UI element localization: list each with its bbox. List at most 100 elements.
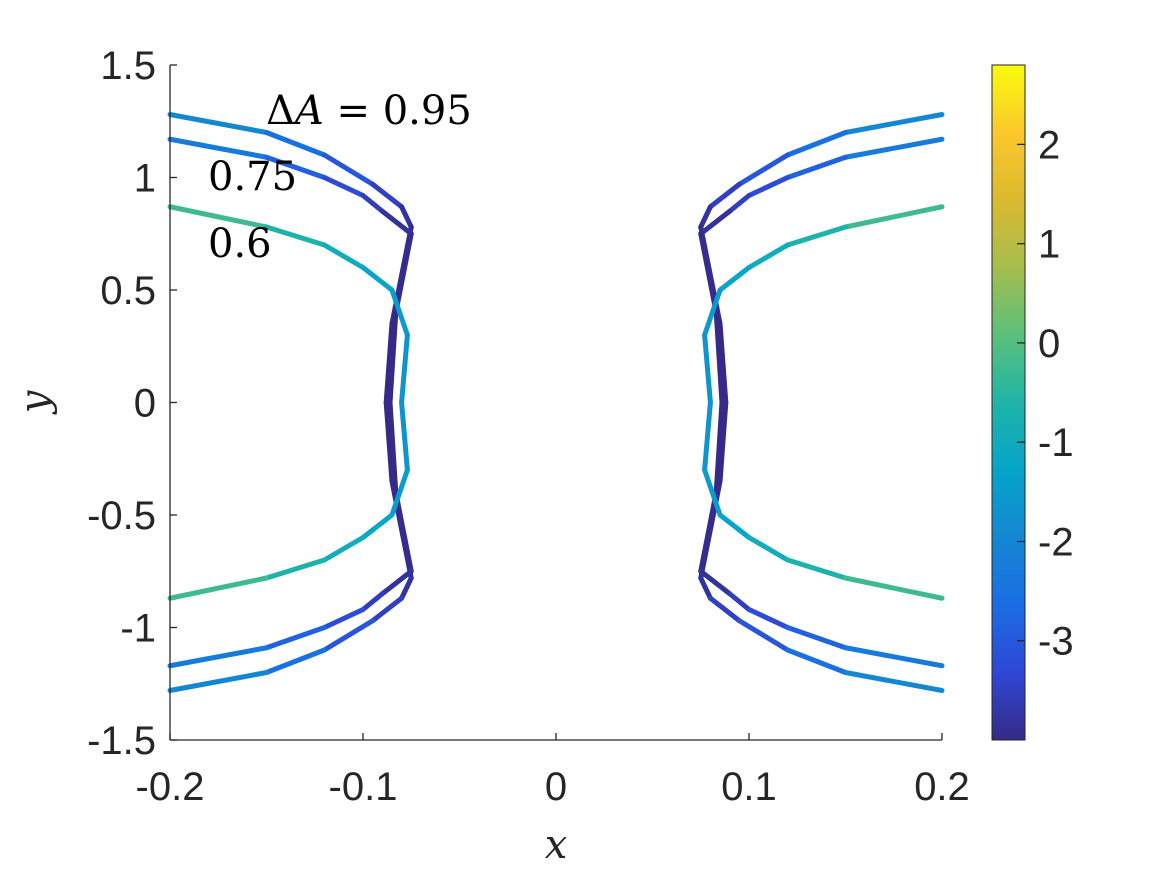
series-segment xyxy=(698,575,713,601)
annotation-delta-var: A xyxy=(291,88,324,134)
x-tick-label: -0.1 xyxy=(329,765,398,809)
series-segment xyxy=(399,400,410,473)
series-segment xyxy=(702,400,713,473)
series-segment xyxy=(698,231,719,315)
series-segment xyxy=(360,193,385,214)
series-segment xyxy=(387,400,399,495)
series-segment xyxy=(717,321,729,405)
series-segment xyxy=(379,568,414,597)
colorbar-tick-label: 2 xyxy=(1038,123,1060,167)
series-segment xyxy=(264,557,327,581)
series-segment xyxy=(727,591,752,612)
series-segment xyxy=(717,400,729,484)
series-segment xyxy=(167,112,269,135)
colorbar-tick-label: 1 xyxy=(1038,223,1060,267)
series-segment xyxy=(702,332,713,405)
colorbar-tick-label: -3 xyxy=(1038,620,1074,664)
y-tick-label: 0.5 xyxy=(100,269,156,313)
series-segment xyxy=(736,618,791,653)
series-segment xyxy=(843,112,945,135)
series-segment xyxy=(321,152,376,187)
annotation-delta-a: ΔA = 0.95 xyxy=(266,88,472,134)
series-segment xyxy=(702,287,723,338)
series-segment xyxy=(167,575,269,601)
series-segment xyxy=(393,490,414,574)
series-line-0.95-left xyxy=(167,112,414,693)
series-segment xyxy=(370,595,405,624)
series-segment xyxy=(843,575,945,601)
series-segment xyxy=(167,204,269,230)
series-line-0.75-left xyxy=(167,136,414,669)
series-segment xyxy=(383,321,395,405)
series-segment xyxy=(785,557,848,581)
y-tick-label: 1.5 xyxy=(100,44,156,88)
series-line-0.6-right xyxy=(702,204,945,601)
series-segment xyxy=(167,136,269,160)
colorbar-ticks: 2 1 0 -1 -2 -3 xyxy=(1017,123,1074,664)
series-line-0.75-right xyxy=(698,136,945,669)
series-segment xyxy=(264,625,327,651)
series-segment xyxy=(389,467,410,518)
series-segment xyxy=(736,152,791,187)
series-segment xyxy=(785,130,848,158)
series-segment xyxy=(785,154,848,180)
y-tick-label: -1.5 xyxy=(87,719,156,763)
series-segment xyxy=(389,287,410,338)
series-segment xyxy=(707,181,742,210)
annotation-06: 0.6 xyxy=(208,221,272,267)
series-segment xyxy=(746,607,791,630)
y-tick-label: -1 xyxy=(120,607,156,651)
x-axis-title: x xyxy=(545,822,568,868)
series-segment xyxy=(843,670,945,693)
series-segment xyxy=(360,512,395,540)
series-segment xyxy=(698,204,713,230)
annotation-delta-prefix: Δ xyxy=(266,88,295,134)
series-segment xyxy=(387,310,399,405)
series-segment xyxy=(321,175,366,198)
series-segment xyxy=(746,175,791,198)
series-segment xyxy=(370,181,405,210)
series-segment xyxy=(843,204,945,230)
colorbar-tick-label: 0 xyxy=(1038,322,1060,366)
series-segment xyxy=(713,400,725,495)
series-segment xyxy=(702,467,723,518)
x-tick-label: -0.2 xyxy=(136,765,205,809)
series-line-0.6-left xyxy=(167,204,410,601)
series-segment xyxy=(167,645,269,669)
colorbar: 2 1 0 -1 -2 -3 xyxy=(991,64,1074,741)
series-segment xyxy=(746,535,791,563)
series-segment xyxy=(746,242,791,270)
series-line-0.95-right xyxy=(698,112,945,693)
series-segment xyxy=(264,130,327,158)
series-segment xyxy=(383,400,395,484)
series-segment xyxy=(393,231,414,315)
y-axis-title: y xyxy=(12,389,58,415)
series-segment xyxy=(717,512,752,540)
x-tick-label: 0.2 xyxy=(914,765,970,809)
series-segment xyxy=(785,224,848,248)
series-segment xyxy=(264,647,327,675)
series-segment xyxy=(360,265,395,293)
series-segment xyxy=(264,154,327,180)
series-segment xyxy=(264,224,327,248)
x-tick-label: 0 xyxy=(545,765,567,809)
series-segment xyxy=(843,136,945,160)
y-tick-label: 0 xyxy=(134,382,156,426)
y-tick-label: -0.5 xyxy=(87,494,156,538)
y-ticks: 1.5 1 0.5 0 -0.5 -1 -1.5 xyxy=(87,44,177,763)
series-segment xyxy=(321,242,366,270)
series-segment xyxy=(785,625,848,651)
series-segment xyxy=(785,647,848,675)
series-segment xyxy=(698,208,733,237)
colorbar-tick-label: -2 xyxy=(1038,520,1074,564)
annotation-075: 0.75 xyxy=(208,154,297,200)
series-segment xyxy=(843,645,945,669)
colorbar-tick-label: -1 xyxy=(1038,421,1074,465)
series-segment xyxy=(321,618,376,653)
series-segment xyxy=(713,310,725,405)
y-tick-label: 1 xyxy=(134,157,156,201)
x-tick-label: 0.1 xyxy=(721,765,777,809)
series-segment xyxy=(399,332,410,405)
series-segment xyxy=(360,591,385,612)
